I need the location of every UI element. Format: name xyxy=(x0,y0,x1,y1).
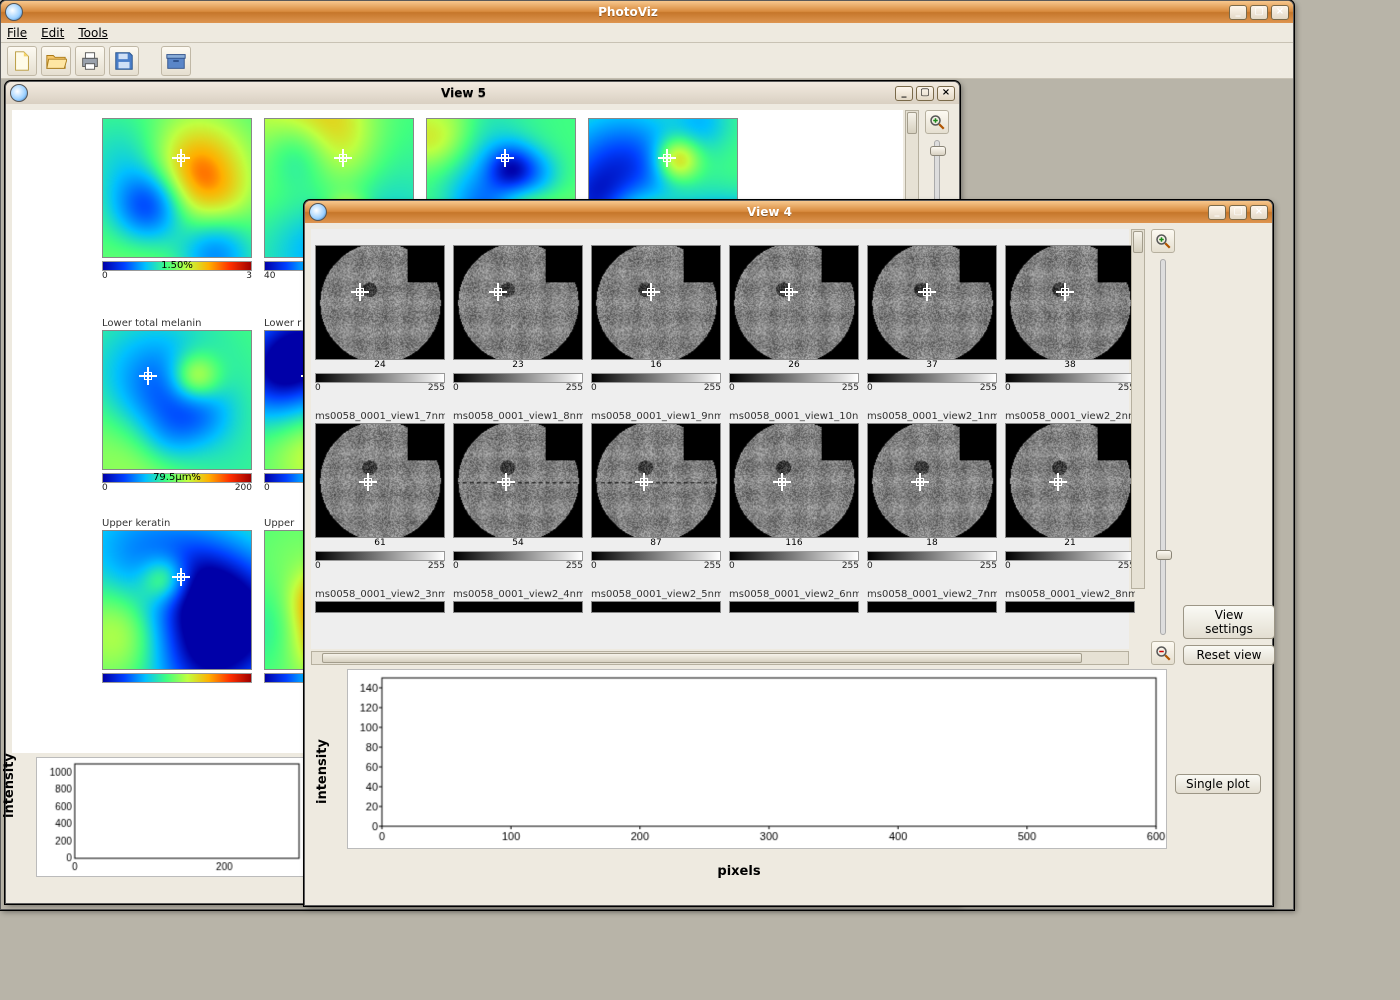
xaxis-label: pixels xyxy=(717,864,760,879)
image-cell[interactable]: 160255 xyxy=(591,233,721,393)
archive-box-icon[interactable] xyxy=(161,46,191,76)
menu-tools[interactable]: Tools xyxy=(78,26,108,40)
cell-title: ms0058_0001_view2_8nm xyxy=(1005,589,1135,601)
cell-title xyxy=(729,233,859,245)
heatmap-cell[interactable]: Lower total melanin79.5µm%0200 xyxy=(102,318,252,493)
view5-title: View 5 xyxy=(32,82,895,104)
cell-title: ms0058_0001_view2_7nm xyxy=(867,589,997,601)
cell-title xyxy=(867,233,997,245)
image-cell[interactable]: 380255 xyxy=(1005,233,1135,393)
cell-title xyxy=(315,233,445,245)
image-cell[interactable]: ms0058_0001_view2_7nm xyxy=(867,589,997,613)
window-icon xyxy=(10,84,28,102)
cell-title: ms0058_0001_view1_8nm xyxy=(453,411,583,423)
image-cell[interactable]: ms0058_0001_view2_8nm xyxy=(1005,589,1135,613)
close-button[interactable]: × xyxy=(1271,5,1289,20)
save-disk-icon[interactable] xyxy=(109,46,139,76)
heatmap-cell[interactable]: Upper keratin xyxy=(102,518,252,683)
image-cell[interactable]: ms0058_0001_view2_2nm210255 xyxy=(1005,411,1135,571)
open-folder-icon[interactable] xyxy=(41,46,71,76)
image-cell[interactable]: ms0058_0001_view2_4nm xyxy=(453,589,583,613)
menu-edit[interactable]: Edit xyxy=(41,26,64,40)
zoom-in-icon[interactable] xyxy=(1151,229,1175,253)
menu-file[interactable]: File xyxy=(7,26,27,40)
close-button[interactable]: × xyxy=(1250,205,1268,220)
image-cell[interactable]: ms0058_0001_view1_10nm1160255 xyxy=(729,411,859,571)
maximize-button[interactable]: ▢ xyxy=(916,86,934,101)
view-settings-button[interactable]: View settings xyxy=(1183,605,1275,639)
image-cell[interactable]: ms0058_0001_view2_6nm xyxy=(729,589,859,613)
image-cell[interactable]: 370255 xyxy=(867,233,997,393)
cell-title xyxy=(1005,233,1135,245)
view5-chart xyxy=(36,757,306,877)
reset-view-button[interactable]: Reset view xyxy=(1183,645,1275,665)
image-cell[interactable]: ms0058_0001_view2_1nm180255 xyxy=(867,411,997,571)
view4-titlebar[interactable]: View 4 _ ▢ × xyxy=(305,201,1272,223)
app-icon xyxy=(5,3,23,21)
image-cell[interactable]: 260255 xyxy=(729,233,859,393)
cell-title: ms0058_0001_view2_3nm xyxy=(315,589,445,601)
minimize-button[interactable]: _ xyxy=(895,86,913,101)
image-cell[interactable]: ms0058_0001_view1_8nm540255 xyxy=(453,411,583,571)
menubar: File Edit Tools xyxy=(1,23,1293,43)
zoom-out-icon[interactable] xyxy=(1151,641,1175,665)
cell-title xyxy=(591,233,721,245)
minimize-button[interactable]: _ xyxy=(1208,205,1226,220)
image-cell[interactable]: ms0058_0001_view1_9nm870255 xyxy=(591,411,721,571)
view4-hscroll[interactable] xyxy=(311,651,1129,665)
zoom-slider[interactable] xyxy=(1160,259,1166,635)
image-cell[interactable]: ms0058_0001_view2_3nm xyxy=(315,589,445,613)
cell-title: ms0058_0001_view2_1nm xyxy=(867,411,997,423)
cell-title: Lower total melanin xyxy=(102,318,252,330)
cell-title: ms0058_0001_view2_2nm xyxy=(1005,411,1135,423)
maximize-button[interactable]: ▢ xyxy=(1229,205,1247,220)
single-plot-button[interactable]: Single plot xyxy=(1175,774,1261,794)
image-cell[interactable]: 230255 xyxy=(453,233,583,393)
close-button[interactable]: × xyxy=(937,86,955,101)
maximize-button[interactable]: ▢ xyxy=(1250,5,1268,20)
cell-title xyxy=(453,233,583,245)
new-doc-icon[interactable] xyxy=(7,46,37,76)
cell-title: Upper keratin xyxy=(102,518,252,530)
view4-vscroll[interactable] xyxy=(1131,229,1145,589)
view4-window: View 4 _ ▢ × 240255230255160255260255370… xyxy=(304,200,1273,906)
view4-chart xyxy=(347,669,1167,849)
window-icon xyxy=(309,203,327,221)
cell-title: ms0058_0001_view1_9nm xyxy=(591,411,721,423)
app-titlebar[interactable]: PhotoViz _ ▢ × xyxy=(1,1,1293,23)
view5-titlebar[interactable]: View 5 _ ▢ × xyxy=(6,82,959,104)
cell-title: ms0058_0001_view2_6nm xyxy=(729,589,859,601)
app-title: PhotoViz xyxy=(27,1,1229,23)
zoom-in-icon[interactable] xyxy=(925,110,949,134)
image-cell[interactable]: ms0058_0001_view1_7nm610255 xyxy=(315,411,445,571)
print-icon[interactable] xyxy=(75,46,105,76)
yaxis-label: intensity xyxy=(2,753,17,818)
app-window: PhotoViz _ ▢ × File Edit Tools View 5 _ … xyxy=(0,0,1294,910)
cell-title: ms0058_0001_view1_7nm xyxy=(315,411,445,423)
cell-title: ms0058_0001_view1_10nm xyxy=(729,411,859,423)
heatmap-cell[interactable]: 1.50%03 xyxy=(102,118,252,281)
toolbar xyxy=(1,43,1293,79)
minimize-button[interactable]: _ xyxy=(1229,5,1247,20)
cell-title: ms0058_0001_view2_5nm xyxy=(591,589,721,601)
image-cell[interactable]: 240255 xyxy=(315,233,445,393)
view4-title: View 4 xyxy=(331,201,1208,223)
cell-title: ms0058_0001_view2_4nm xyxy=(453,589,583,601)
yaxis-label: intensity xyxy=(315,739,330,804)
image-cell[interactable]: ms0058_0001_view2_5nm xyxy=(591,589,721,613)
